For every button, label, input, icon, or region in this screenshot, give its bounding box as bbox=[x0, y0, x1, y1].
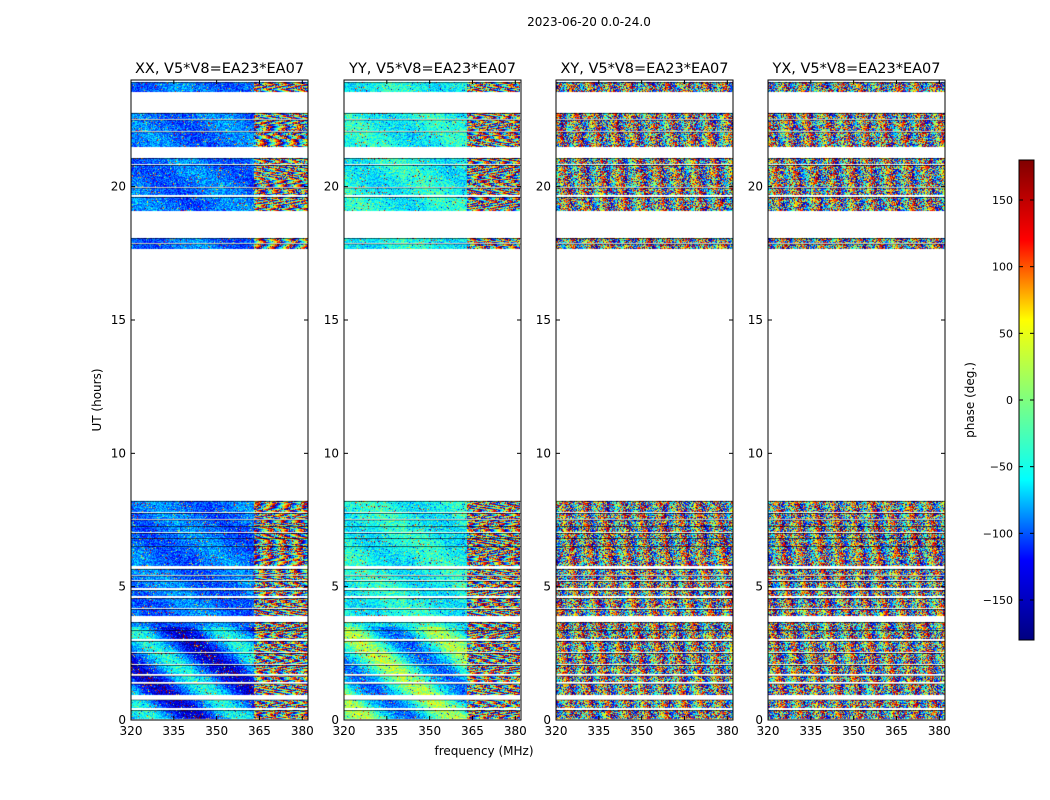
x-tick-label: 380 bbox=[716, 724, 739, 738]
colorbar-label: phase (deg.) bbox=[963, 362, 977, 438]
y-tick-label: 10 bbox=[324, 446, 339, 460]
panel-title: YY, V5*V8=EA23*EA07 bbox=[348, 61, 516, 77]
x-tick-label: 320 bbox=[333, 724, 356, 738]
x-tick-label: 350 bbox=[630, 724, 653, 738]
y-tick-label: 20 bbox=[748, 180, 763, 194]
x-tick-label: 380 bbox=[928, 724, 951, 738]
x-tick-label: 365 bbox=[461, 724, 484, 738]
x-tick-label: 365 bbox=[248, 724, 271, 738]
y-tick-label: 15 bbox=[748, 313, 763, 327]
colorbar-tick-label: 100 bbox=[992, 261, 1013, 274]
y-tick-label: 20 bbox=[324, 180, 339, 194]
colorbar-tick-label: 0 bbox=[1006, 394, 1013, 407]
colorbar-tick-label: 150 bbox=[992, 194, 1013, 207]
panel-xy: XY, V5*V8=EA23*EA07 320 335 350 365 380 0 5 10 15… bbox=[536, 61, 739, 738]
y-tick-label: 15 bbox=[536, 313, 551, 327]
x-tick-label: 335 bbox=[375, 724, 398, 738]
panel-title: XX, V5*V8=EA23*EA07 bbox=[135, 61, 304, 77]
y-tick-label: 15 bbox=[324, 313, 339, 327]
y-axis-label: UT (hours) bbox=[90, 368, 104, 431]
x-tick-label: 365 bbox=[885, 724, 908, 738]
x-axis-label: frequency (MHz) bbox=[434, 744, 533, 758]
y-tick-label: 5 bbox=[755, 580, 763, 594]
y-tick-label: 5 bbox=[118, 580, 126, 594]
y-tick-label: 0 bbox=[331, 713, 339, 727]
x-tick-label: 350 bbox=[205, 724, 228, 738]
axes-frame bbox=[130, 79, 309, 721]
axes-frame bbox=[767, 79, 946, 721]
panel-title: XY, V5*V8=EA23*EA07 bbox=[560, 61, 728, 77]
x-tick-label: 350 bbox=[418, 724, 441, 738]
axes-frame bbox=[555, 79, 734, 721]
colorbar-tick-label: −50 bbox=[990, 461, 1013, 474]
y-tick-label: 20 bbox=[536, 180, 551, 194]
x-tick-label: 380 bbox=[291, 724, 314, 738]
heatmap-xx bbox=[131, 80, 308, 720]
y-tick-label: 20 bbox=[111, 180, 126, 194]
panel-xx: XX, V5*V8=EA23*EA07 320 335 350 365 380 0 5 10 15… bbox=[111, 61, 314, 738]
x-tick-label: 335 bbox=[799, 724, 822, 738]
x-tick-label: 350 bbox=[842, 724, 865, 738]
suptitle: 2023-06-20 0.0-24.0 bbox=[527, 15, 651, 29]
y-tick-label: 10 bbox=[111, 446, 126, 460]
x-tick-label: 335 bbox=[587, 724, 610, 738]
y-tick-label: 0 bbox=[543, 713, 551, 727]
heatmap-yy bbox=[344, 80, 520, 720]
panel-title: YX, V5*V8=EA23*EA07 bbox=[771, 61, 940, 77]
x-tick-label: 380 bbox=[504, 724, 527, 738]
colorbar-tick-label: −100 bbox=[983, 527, 1013, 540]
panel-yy: YY, V5*V8=EA23*EA07 320 335 350 365 380 0 5 10 15… bbox=[324, 61, 527, 738]
y-tick-label: 10 bbox=[536, 446, 551, 460]
y-tick-label: 5 bbox=[331, 580, 339, 594]
panels: XX, V5*V8=EA23*EA07 320 335 350 365 380 0 5 10 15… bbox=[111, 61, 951, 738]
x-tick-label: 320 bbox=[120, 724, 143, 738]
x-tick-label: 320 bbox=[757, 724, 780, 738]
y-tick-label: 0 bbox=[755, 713, 763, 727]
x-tick-label: 365 bbox=[673, 724, 696, 738]
x-tick-label: 320 bbox=[545, 724, 568, 738]
colorbar-tick-label: −150 bbox=[983, 594, 1013, 607]
x-tick-label: 335 bbox=[162, 724, 185, 738]
heatmap-yx bbox=[768, 80, 945, 720]
axes-frame bbox=[343, 79, 522, 721]
colorbar-tick-label: 50 bbox=[999, 327, 1013, 340]
panel-yx: YX, V5*V8=EA23*EA07 320 335 350 365 380 0 5 10 15… bbox=[748, 61, 951, 738]
heatmap-xy bbox=[556, 80, 733, 720]
y-tick-label: 5 bbox=[543, 580, 551, 594]
y-tick-label: 10 bbox=[748, 446, 763, 460]
y-tick-label: 0 bbox=[118, 713, 126, 727]
y-tick-label: 15 bbox=[111, 313, 126, 327]
colorbar: 150 100 50 0 −50 −100 −150 phase (deg.) bbox=[963, 159, 1035, 641]
